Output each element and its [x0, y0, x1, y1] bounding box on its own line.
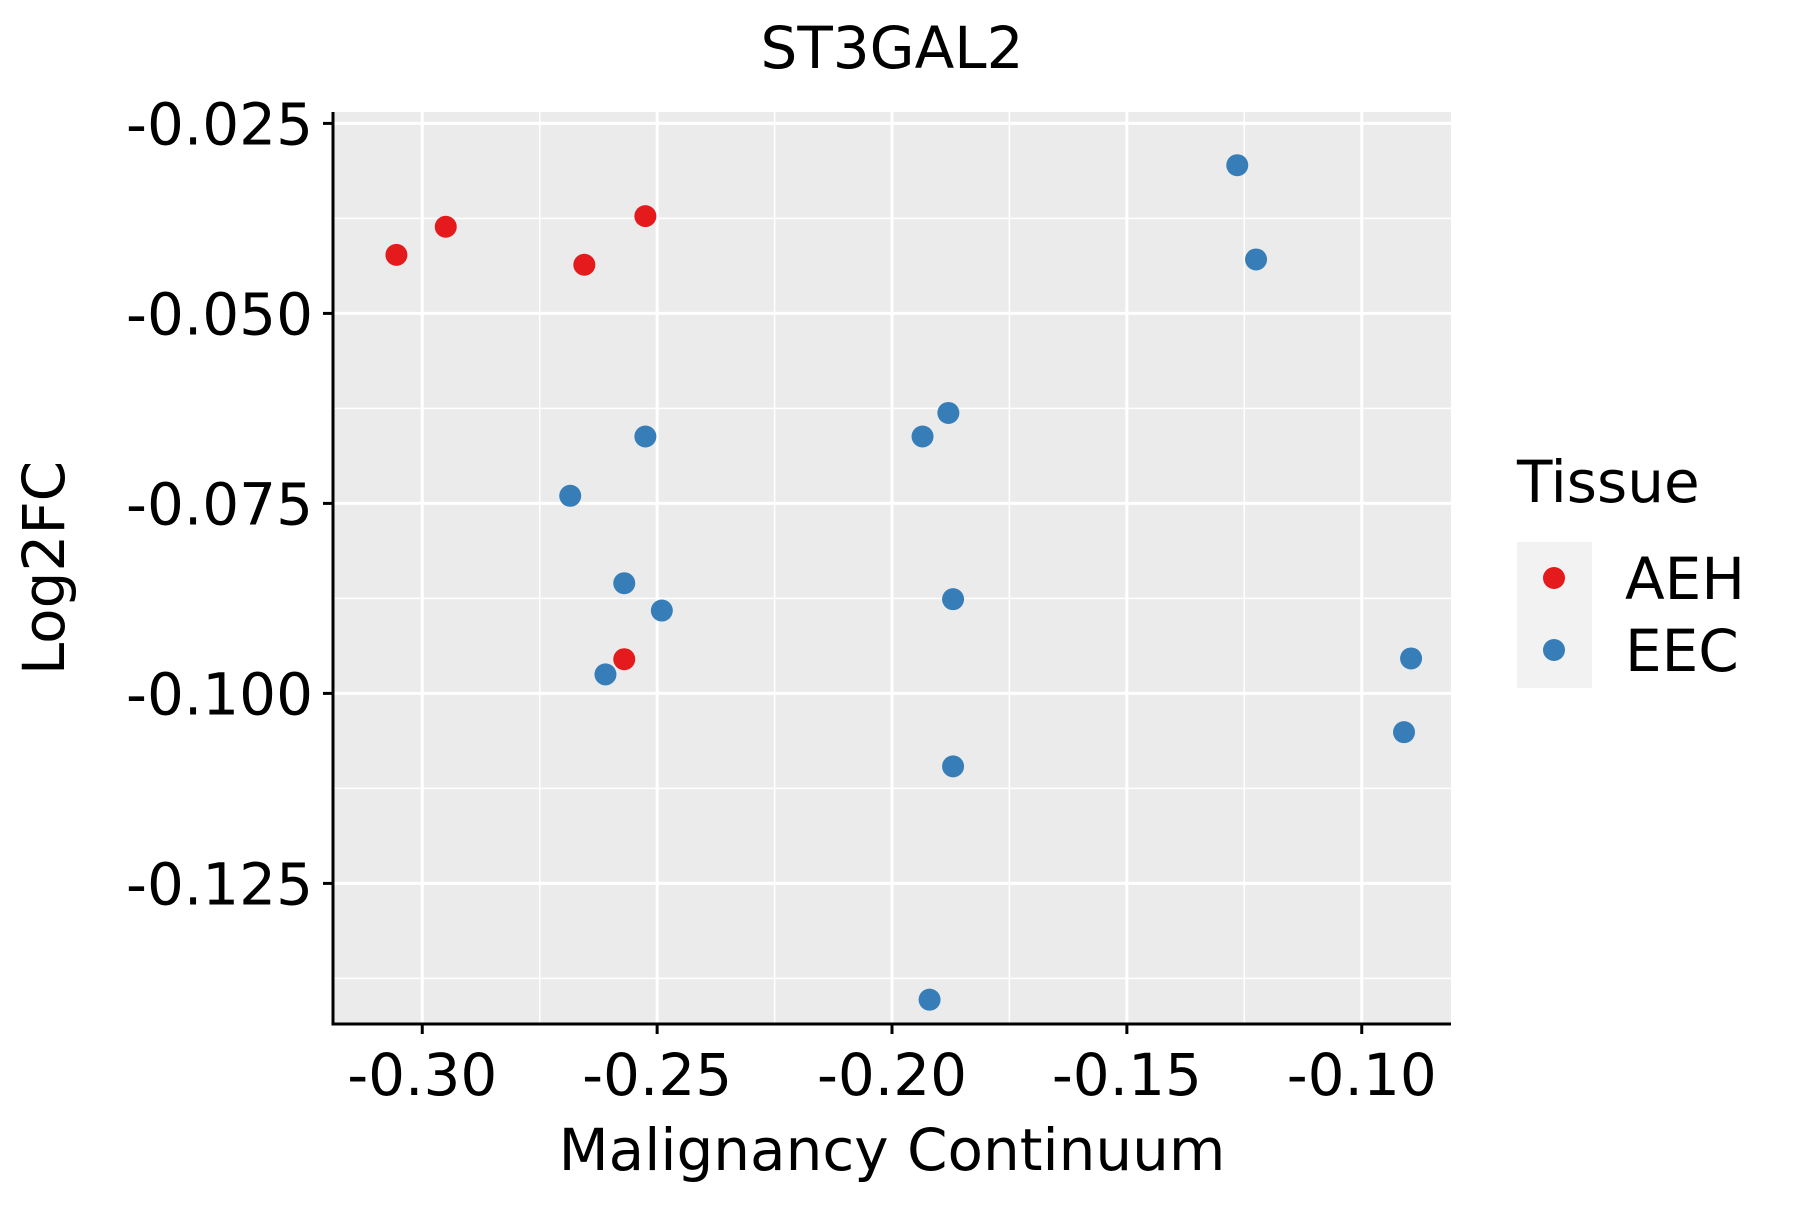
data-point-eec — [1245, 248, 1268, 271]
axes: -0.30 -0.25 -0.20 -0.15 -0.10 -0.025 -0.050 -0.… — [126, 90, 1451, 1109]
legend-key-background — [1517, 542, 1592, 688]
data-point-eec — [942, 588, 965, 611]
legend-title: Tissue — [1516, 448, 1700, 516]
x-tick-label: -0.25 — [582, 1041, 732, 1109]
data-point-aeh — [385, 243, 408, 266]
y-tick-label: -0.025 — [126, 90, 313, 158]
data-point-aeh — [634, 205, 657, 228]
data-point-eec — [559, 484, 582, 507]
legend-swatch-aeh — [1543, 567, 1565, 589]
legend-label-eec: EEC — [1625, 617, 1739, 685]
chart-title: ST3GAL2 — [761, 14, 1024, 82]
data-point-eec — [650, 599, 673, 622]
legend-swatch-eec — [1543, 639, 1565, 661]
data-point-eec — [1400, 647, 1423, 670]
data-point-eec — [937, 401, 960, 424]
x-axis-label: Malignancy Continuum — [559, 1116, 1226, 1184]
x-tick-label: -0.10 — [1287, 1041, 1437, 1109]
data-point-eec — [1226, 154, 1249, 177]
data-point-eec — [942, 755, 965, 778]
data-points — [385, 154, 1423, 1011]
data-point-eec — [634, 425, 657, 448]
data-point-eec — [918, 988, 941, 1011]
data-point-aeh — [573, 253, 596, 276]
data-point-eec — [613, 572, 636, 595]
data-point-eec — [911, 425, 934, 448]
data-point-eec — [1393, 721, 1416, 744]
y-tick-label: -0.100 — [126, 660, 313, 728]
y-tick-label: -0.075 — [126, 470, 313, 538]
x-tick-label: -0.30 — [347, 1041, 497, 1109]
legend-label-aeh: AEH — [1625, 545, 1745, 613]
x-tick-label: -0.20 — [817, 1041, 967, 1109]
y-axis-label: Log2FC — [10, 461, 78, 675]
data-point-aeh — [434, 215, 457, 238]
x-tick-label: -0.15 — [1052, 1041, 1202, 1109]
y-tick-label: -0.050 — [126, 280, 313, 348]
data-point-eec — [594, 663, 617, 686]
data-point-aeh — [613, 648, 636, 671]
y-tick-label: -0.125 — [126, 850, 313, 918]
grid-major — [333, 112, 1451, 1024]
